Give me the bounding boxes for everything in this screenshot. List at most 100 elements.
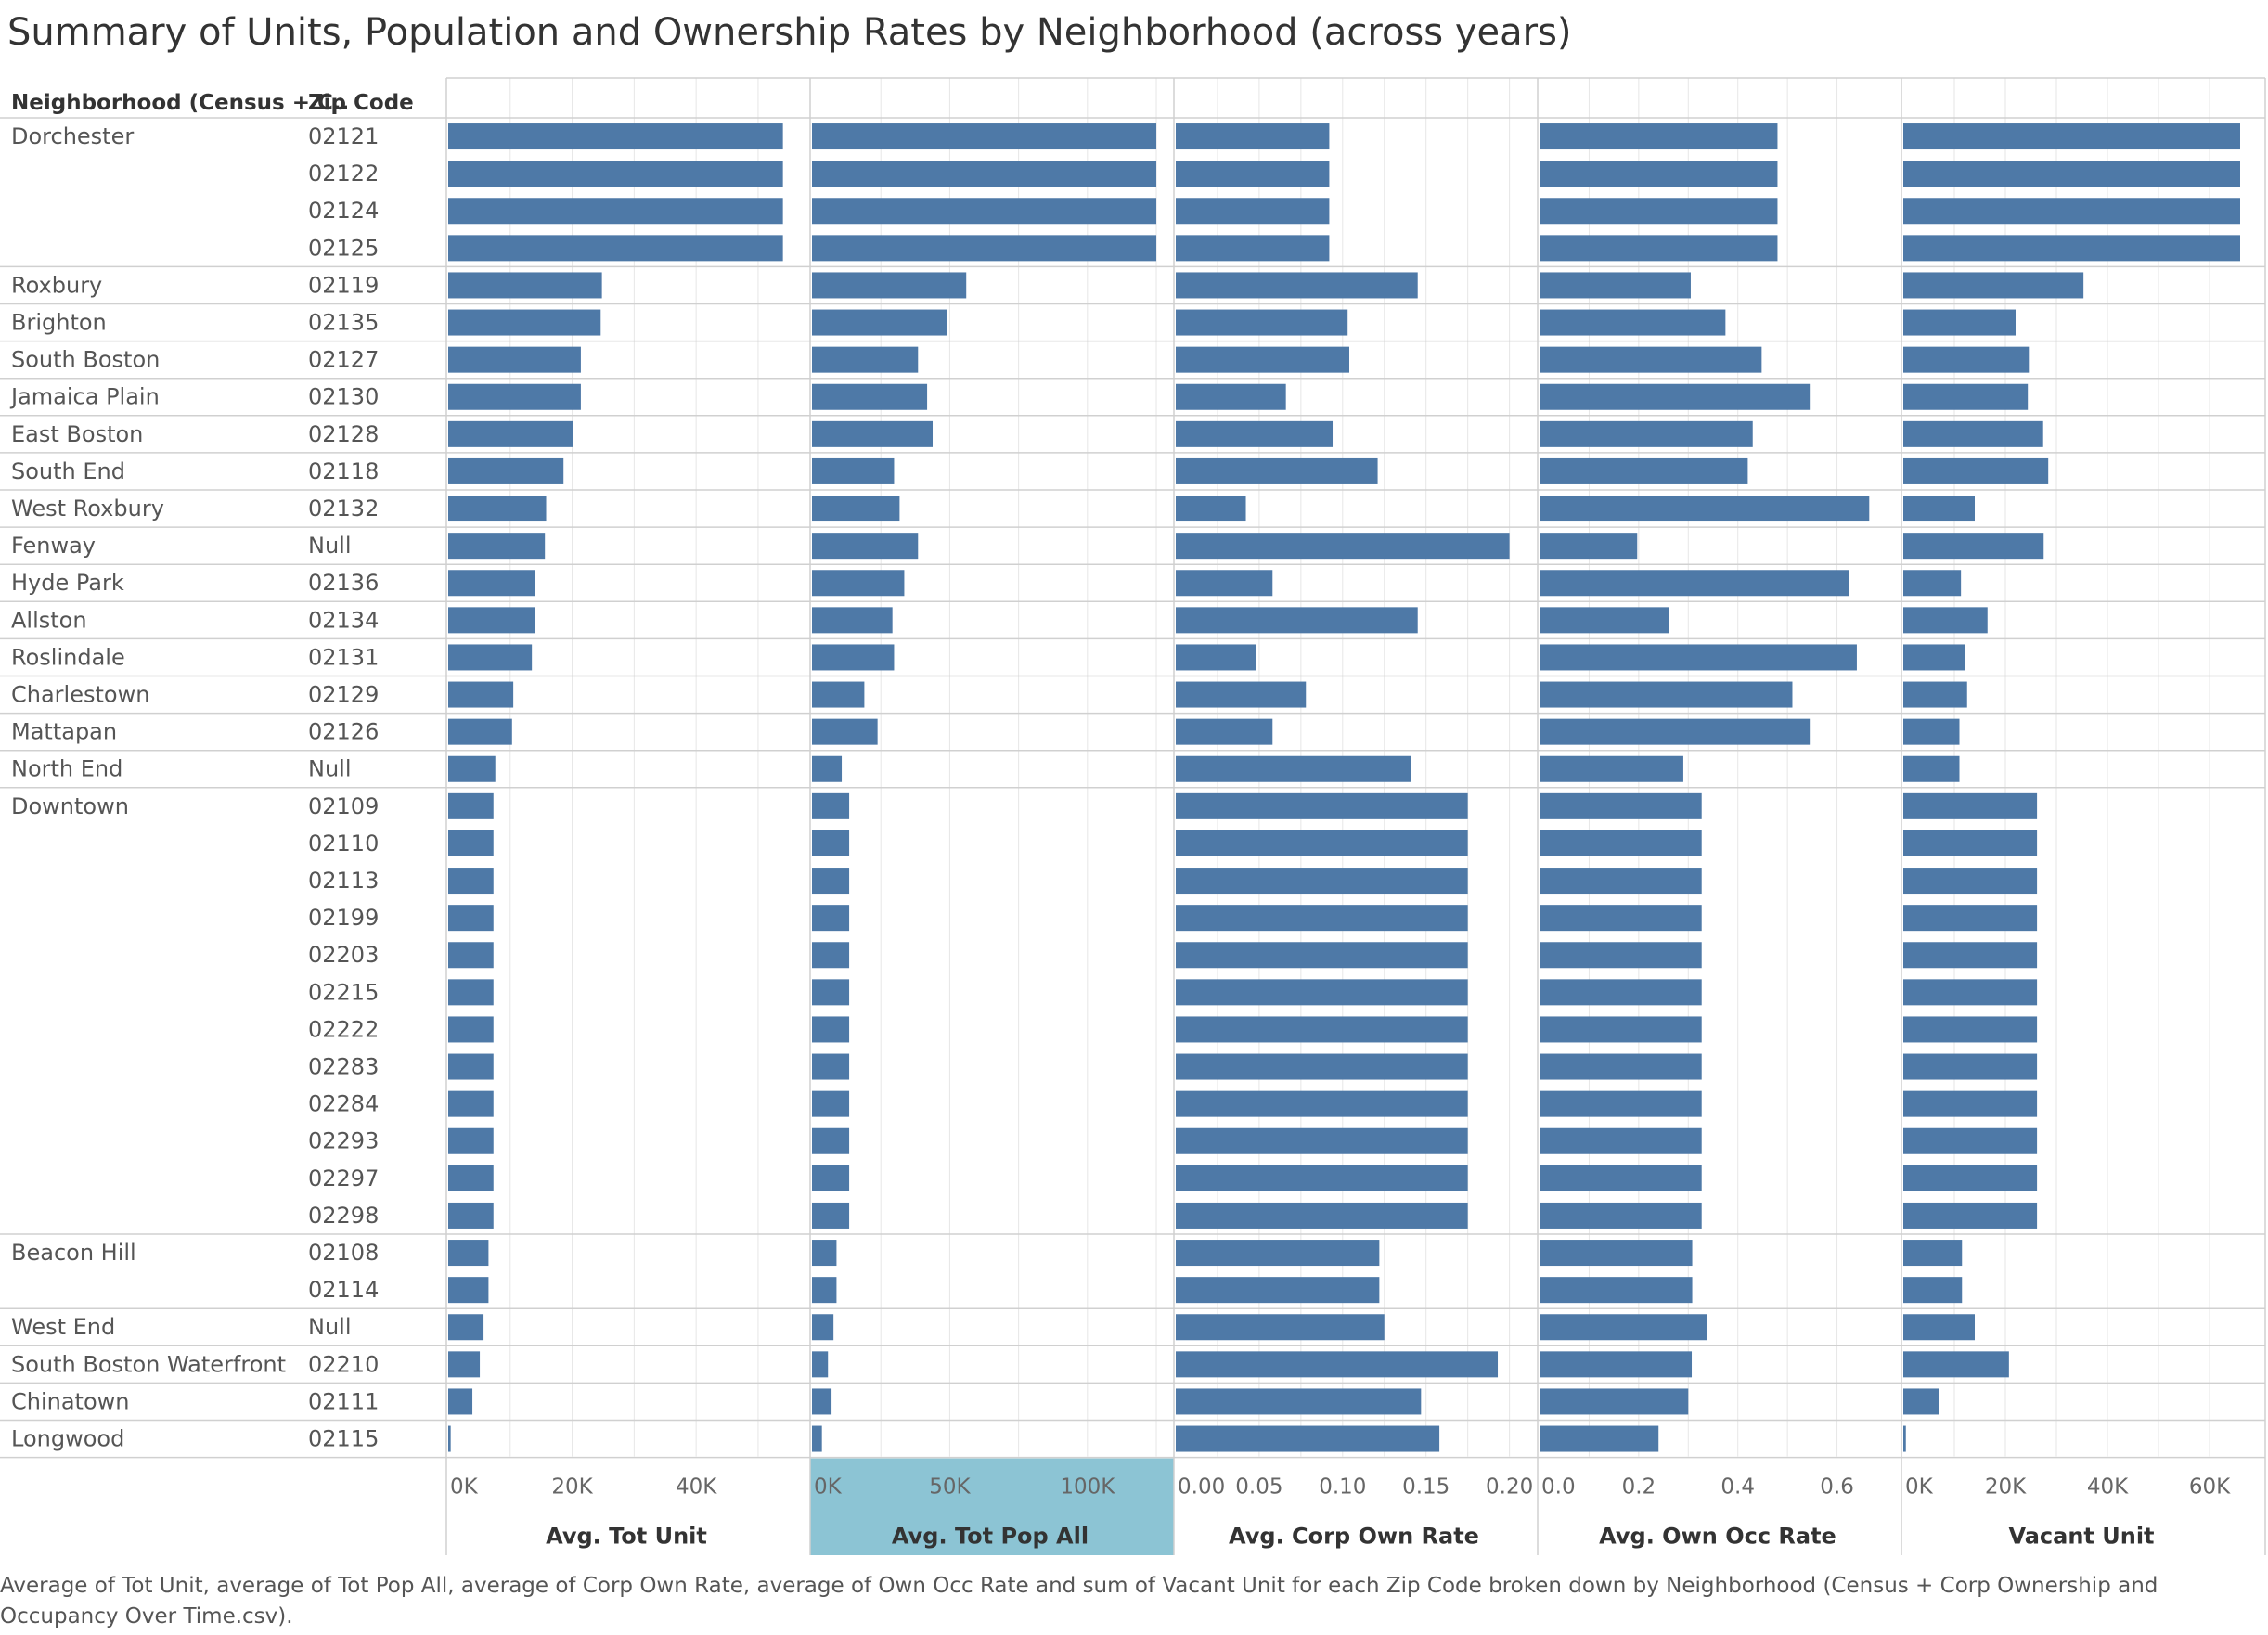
bar-tot_pop[interactable] [812,1425,822,1452]
bar-vacant[interactable] [1903,607,1988,634]
bar-corp_rate[interactable] [1176,1016,1468,1043]
bar-own_occ[interactable] [1540,1425,1659,1452]
bar-tot_unit[interactable] [448,1016,494,1043]
bar-tot_pop[interactable] [812,1314,834,1341]
bar-corp_rate[interactable] [1176,942,1468,969]
bar-tot_unit[interactable] [448,607,535,634]
bar-tot_pop[interactable] [812,1165,850,1191]
bar-vacant[interactable] [1903,1425,1906,1452]
bar-vacant[interactable] [1903,868,2038,895]
bar-corp_rate[interactable] [1176,1277,1380,1304]
bar-own_occ[interactable] [1540,272,1691,299]
bar-own_occ[interactable] [1540,1351,1693,1378]
bar-own_occ[interactable] [1540,1240,1693,1267]
bar-vacant[interactable] [1903,1314,1975,1341]
bar-own_occ[interactable] [1540,123,1778,150]
bar-vacant[interactable] [1903,1202,2038,1229]
bar-tot_unit[interactable] [448,533,546,560]
bar-tot_pop[interactable] [812,570,905,597]
panel-title-corp_rate[interactable]: Avg. Corp Own Rate [1229,1524,1479,1550]
bar-vacant[interactable] [1903,533,2044,560]
bar-tot_unit[interactable] [448,1351,481,1378]
bar-vacant[interactable] [1903,457,2049,484]
bar-corp_rate[interactable] [1176,644,1256,671]
bar-own_occ[interactable] [1540,644,1857,671]
bar-tot_unit[interactable] [448,161,783,187]
bar-tot_unit[interactable] [448,681,514,708]
bar-tot_pop[interactable] [812,457,895,484]
bar-tot_unit[interactable] [448,457,564,484]
bar-vacant[interactable] [1903,570,1962,597]
bar-own_occ[interactable] [1540,570,1849,597]
bar-vacant[interactable] [1903,1240,1963,1267]
bar-own_occ[interactable] [1540,905,1702,932]
bar-tot_unit[interactable] [448,830,494,856]
bar-tot_unit[interactable] [448,570,535,597]
bar-tot_unit[interactable] [448,718,512,745]
bar-corp_rate[interactable] [1176,1127,1468,1154]
bar-vacant[interactable] [1903,681,1967,708]
bar-own_occ[interactable] [1540,718,1811,745]
bar-vacant[interactable] [1903,718,1960,745]
bar-tot_unit[interactable] [448,868,494,895]
bar-corp_rate[interactable] [1176,420,1334,447]
bar-corp_rate[interactable] [1176,830,1468,856]
bar-tot_pop[interactable] [812,830,850,856]
bar-own_occ[interactable] [1540,607,1669,634]
panel-title-tot_pop[interactable]: Avg. Tot Pop All [892,1524,1089,1550]
bar-tot_unit[interactable] [448,1314,484,1341]
bar-tot_pop[interactable] [812,607,893,634]
bar-tot_pop[interactable] [812,1053,850,1080]
bar-tot_pop[interactable] [812,420,934,447]
bar-tot_unit[interactable] [448,1202,494,1229]
bar-corp_rate[interactable] [1176,1053,1468,1080]
bar-corp_rate[interactable] [1176,718,1273,745]
bar-vacant[interactable] [1903,1090,2038,1117]
bar-vacant[interactable] [1903,830,2038,856]
bar-own_occ[interactable] [1540,681,1793,708]
bar-corp_rate[interactable] [1176,198,1330,225]
bar-own_occ[interactable] [1540,1314,1707,1341]
bar-corp_rate[interactable] [1176,346,1349,373]
bar-tot_unit[interactable] [448,979,494,1006]
bar-own_occ[interactable] [1540,1090,1702,1117]
bar-corp_rate[interactable] [1176,272,1418,299]
bar-vacant[interactable] [1903,1388,1939,1415]
bar-tot_pop[interactable] [812,123,1157,150]
bar-tot_unit[interactable] [448,755,496,782]
bar-own_occ[interactable] [1540,1127,1702,1154]
bar-vacant[interactable] [1903,272,2084,299]
bar-corp_rate[interactable] [1176,309,1348,336]
bar-tot_unit[interactable] [448,1090,494,1117]
bar-corp_rate[interactable] [1176,1240,1380,1267]
bar-own_occ[interactable] [1540,309,1726,336]
bar-own_occ[interactable] [1540,755,1683,782]
bar-vacant[interactable] [1903,198,2240,225]
bar-vacant[interactable] [1903,235,2240,262]
bar-tot_pop[interactable] [812,533,919,560]
bar-tot_unit[interactable] [448,644,533,671]
bar-own_occ[interactable] [1540,1388,1689,1415]
bar-vacant[interactable] [1903,123,2240,150]
bar-tot_pop[interactable] [812,496,900,522]
bar-own_occ[interactable] [1540,420,1753,447]
bar-tot_unit[interactable] [448,198,783,225]
bar-tot_pop[interactable] [812,718,878,745]
bar-own_occ[interactable] [1540,830,1702,856]
bar-own_occ[interactable] [1540,1202,1702,1229]
bar-corp_rate[interactable] [1176,457,1378,484]
bar-corp_rate[interactable] [1176,1425,1440,1452]
bar-tot_pop[interactable] [812,198,1157,225]
bar-tot_pop[interactable] [812,309,947,336]
bar-own_occ[interactable] [1540,1016,1702,1043]
bar-corp_rate[interactable] [1176,570,1273,597]
bar-vacant[interactable] [1903,1016,2038,1043]
bar-vacant[interactable] [1903,905,2038,932]
bar-own_occ[interactable] [1540,198,1778,225]
bar-tot_pop[interactable] [812,272,967,299]
bar-tot_pop[interactable] [812,681,865,708]
bar-own_occ[interactable] [1540,979,1702,1006]
bar-tot_unit[interactable] [448,905,494,932]
bar-vacant[interactable] [1903,644,1965,671]
panel-title-tot_unit[interactable]: Avg. Tot Unit [546,1524,707,1550]
